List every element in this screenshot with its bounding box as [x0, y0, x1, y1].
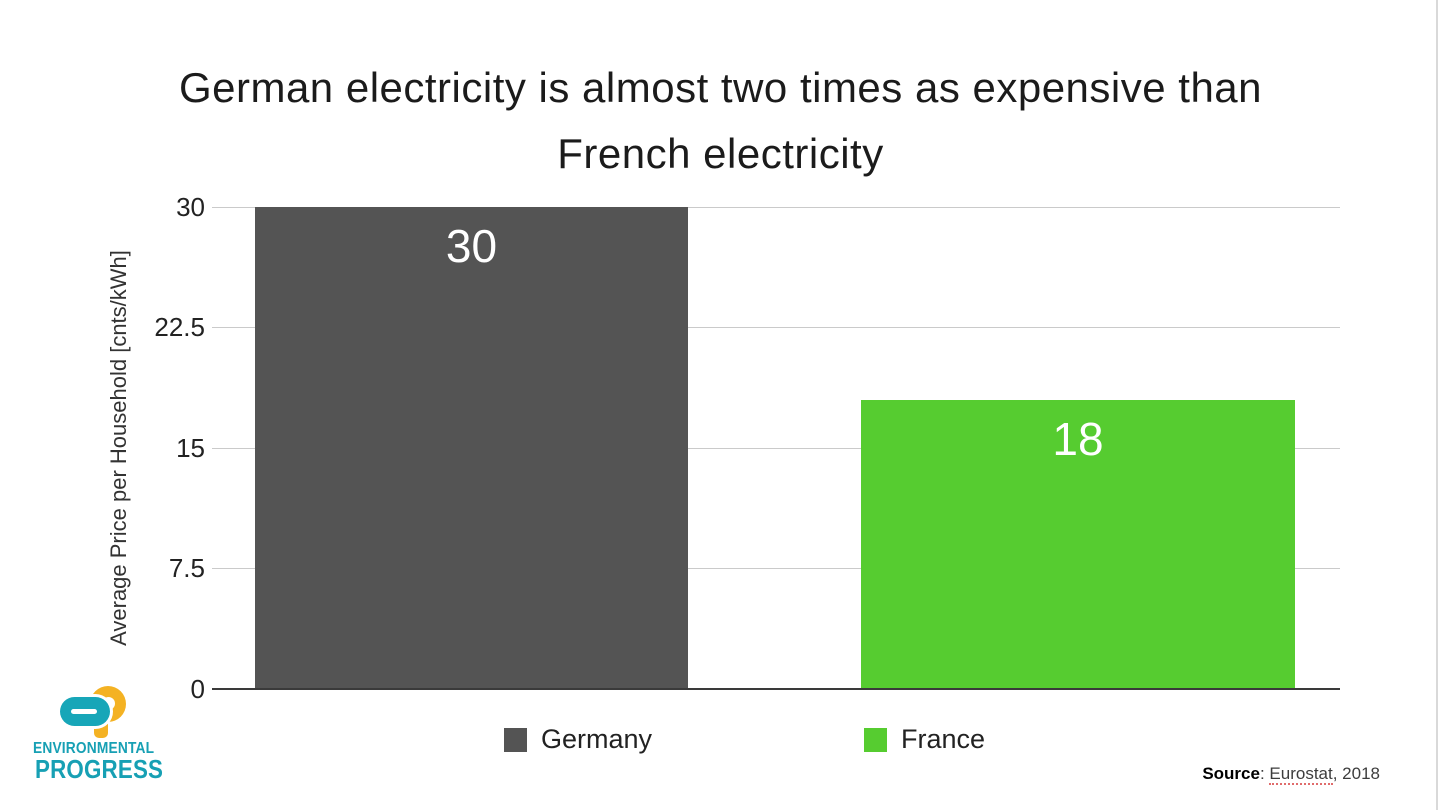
y-tick-label-7-5: 7.5 [168, 553, 205, 583]
chart-title: German electricity is almost two times a… [0, 55, 1441, 187]
ep-logo: ENVIRONMENTAL PROGRESS [33, 686, 163, 784]
legend-item-france: France [864, 724, 985, 755]
gridline-7-5 [212, 568, 1340, 569]
gridline-15 [212, 448, 1340, 449]
logo-text-environmental: ENVIRONMENTAL [33, 740, 155, 757]
legend-swatch-germany-icon [504, 727, 527, 752]
chart-title-line-1: German electricity is almost two times a… [178, 64, 1263, 111]
legend-swatch-france-icon [864, 727, 887, 752]
y-tick-label-22-5: 22.5 [154, 312, 205, 342]
y-tick-label-30: 30 [176, 192, 205, 222]
logo-text-progress: PROGRESS [35, 754, 164, 784]
source-separator: : [1259, 764, 1270, 783]
logo-e-counter [71, 709, 97, 714]
y-axis-title: Average Price per Household [cnts/kWh] [106, 250, 131, 646]
gridline-22-5 [212, 327, 1340, 328]
source-year: , 2018 [1332, 764, 1380, 783]
source-link-eurostat[interactable]: Eurostat [1269, 764, 1333, 785]
bar-value-label-france: 18 [1052, 413, 1104, 465]
y-tick-label-15: 15 [176, 433, 205, 463]
source-line: Source: Eurostat, 2018 [1202, 764, 1380, 785]
source-label: Source [1202, 764, 1260, 783]
bar-value-label-germany: 30 [445, 220, 498, 272]
legend-label-germany: Germany [541, 724, 653, 754]
bar-france: 18 [861, 400, 1295, 689]
x-axis-line [212, 688, 1340, 690]
slide-right-border [1436, 0, 1438, 810]
gridline-30 [212, 207, 1340, 208]
legend-item-germany: Germany [504, 724, 652, 755]
legend-label-france: France [901, 724, 986, 754]
ep-logo-icon [60, 686, 130, 738]
bar-germany: 30 [255, 207, 688, 689]
y-tick-label-0: 0 [190, 674, 205, 704]
chart-title-line-2: French electricity [557, 130, 884, 177]
